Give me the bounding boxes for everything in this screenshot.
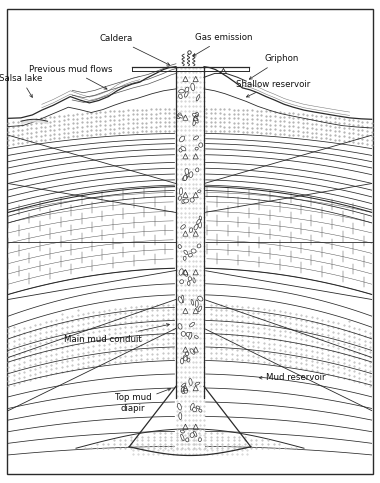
- Text: Mud reservoir: Mud reservoir: [259, 373, 326, 382]
- Ellipse shape: [196, 168, 199, 172]
- Ellipse shape: [184, 199, 188, 203]
- Text: Previous mud flows: Previous mud flows: [28, 65, 112, 89]
- Ellipse shape: [184, 175, 187, 181]
- Ellipse shape: [178, 324, 182, 329]
- Ellipse shape: [185, 87, 189, 93]
- Ellipse shape: [180, 280, 184, 284]
- Ellipse shape: [188, 254, 192, 257]
- Ellipse shape: [179, 269, 183, 275]
- Ellipse shape: [190, 322, 195, 327]
- Ellipse shape: [183, 256, 186, 260]
- Ellipse shape: [184, 92, 188, 97]
- Ellipse shape: [198, 306, 202, 312]
- Text: Main mud conduit: Main mud conduit: [64, 324, 169, 343]
- Ellipse shape: [187, 282, 190, 285]
- Ellipse shape: [181, 225, 185, 229]
- Ellipse shape: [192, 114, 198, 117]
- Ellipse shape: [193, 408, 196, 412]
- Ellipse shape: [190, 403, 194, 410]
- Ellipse shape: [195, 113, 199, 117]
- Text: Caldera: Caldera: [99, 34, 169, 65]
- Text: Gas emission: Gas emission: [193, 33, 253, 56]
- Ellipse shape: [178, 297, 182, 303]
- Ellipse shape: [184, 270, 188, 276]
- Ellipse shape: [184, 356, 187, 361]
- Ellipse shape: [179, 196, 181, 200]
- Ellipse shape: [178, 244, 181, 249]
- Ellipse shape: [198, 438, 201, 441]
- Ellipse shape: [189, 332, 192, 339]
- Ellipse shape: [198, 190, 201, 193]
- Ellipse shape: [190, 198, 194, 202]
- Ellipse shape: [180, 358, 184, 364]
- Ellipse shape: [184, 388, 187, 393]
- Ellipse shape: [194, 117, 198, 123]
- Ellipse shape: [193, 118, 196, 126]
- Ellipse shape: [189, 228, 193, 232]
- Bar: [176, 67, 204, 456]
- Ellipse shape: [181, 331, 185, 336]
- Ellipse shape: [190, 349, 195, 354]
- Ellipse shape: [184, 250, 188, 255]
- Text: Top mud
diapir: Top mud diapir: [115, 388, 171, 412]
- Ellipse shape: [185, 352, 188, 355]
- Ellipse shape: [179, 188, 182, 195]
- Ellipse shape: [199, 409, 202, 412]
- Ellipse shape: [196, 406, 200, 409]
- Ellipse shape: [181, 146, 186, 151]
- Ellipse shape: [196, 95, 200, 101]
- Ellipse shape: [185, 169, 189, 174]
- Ellipse shape: [184, 355, 187, 360]
- Ellipse shape: [182, 295, 184, 303]
- Ellipse shape: [191, 83, 195, 91]
- Ellipse shape: [191, 249, 196, 253]
- Ellipse shape: [179, 148, 182, 152]
- Ellipse shape: [179, 136, 185, 142]
- Ellipse shape: [181, 387, 185, 392]
- Ellipse shape: [182, 176, 188, 181]
- Ellipse shape: [186, 172, 189, 177]
- Ellipse shape: [193, 278, 195, 283]
- Ellipse shape: [193, 136, 199, 140]
- Ellipse shape: [178, 115, 183, 118]
- Ellipse shape: [195, 147, 198, 150]
- Ellipse shape: [191, 299, 194, 305]
- Ellipse shape: [188, 277, 192, 281]
- Ellipse shape: [180, 430, 184, 433]
- Ellipse shape: [195, 300, 198, 307]
- Ellipse shape: [179, 89, 184, 93]
- Ellipse shape: [198, 296, 203, 301]
- Ellipse shape: [189, 379, 192, 385]
- Ellipse shape: [187, 358, 190, 362]
- Text: Griphon: Griphon: [249, 55, 298, 79]
- Ellipse shape: [179, 94, 182, 99]
- Ellipse shape: [186, 332, 192, 337]
- Ellipse shape: [182, 199, 185, 204]
- Ellipse shape: [179, 412, 182, 420]
- Text: Salsa lake: Salsa lake: [0, 74, 43, 98]
- Ellipse shape: [197, 244, 201, 248]
- Ellipse shape: [197, 219, 201, 224]
- Ellipse shape: [181, 434, 184, 441]
- Ellipse shape: [181, 388, 185, 394]
- Ellipse shape: [181, 383, 186, 387]
- Ellipse shape: [194, 224, 198, 230]
- Ellipse shape: [190, 433, 194, 438]
- Ellipse shape: [177, 113, 181, 119]
- Ellipse shape: [194, 336, 198, 338]
- Ellipse shape: [186, 438, 189, 442]
- Ellipse shape: [195, 382, 200, 385]
- Ellipse shape: [193, 431, 197, 437]
- Text: Shallow reservoir: Shallow reservoir: [236, 80, 311, 97]
- Ellipse shape: [199, 216, 201, 220]
- Ellipse shape: [177, 403, 181, 410]
- Ellipse shape: [199, 143, 203, 147]
- Ellipse shape: [189, 172, 193, 178]
- Ellipse shape: [198, 221, 201, 228]
